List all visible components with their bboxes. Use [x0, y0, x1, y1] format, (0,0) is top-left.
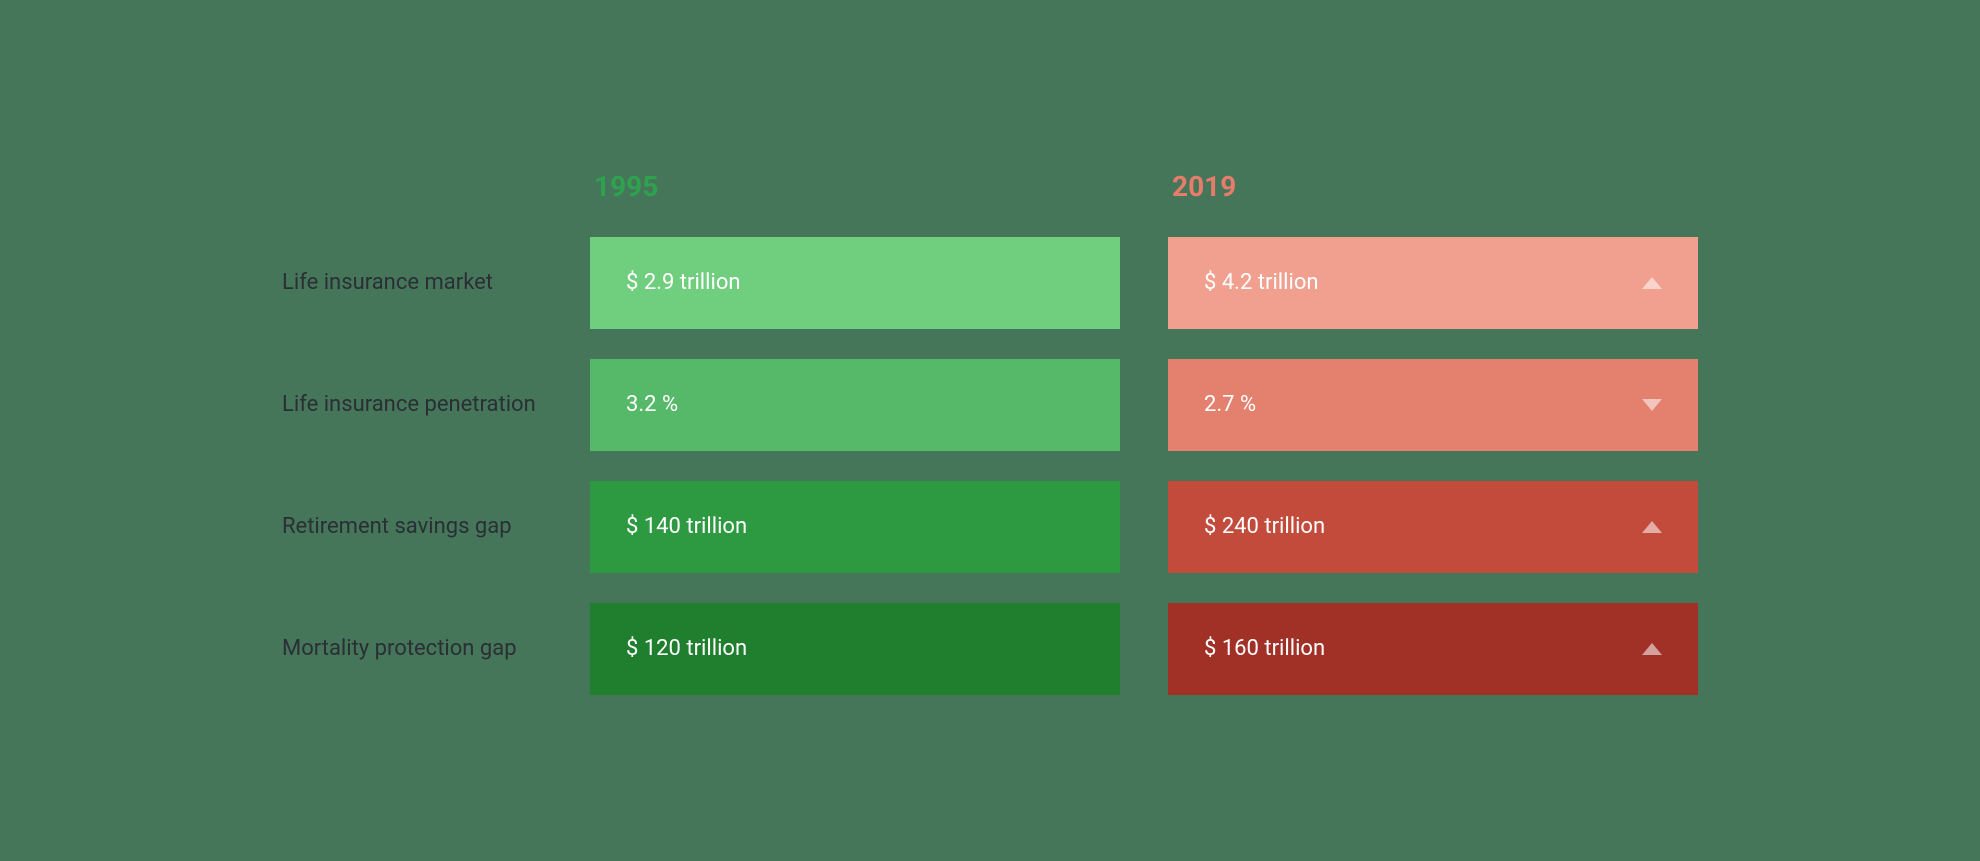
cell-value: 2.7 %: [1204, 392, 1256, 417]
row-label: Life insurance penetration: [282, 389, 542, 421]
data-cell: $ 160 trillion: [1168, 603, 1698, 695]
column-header-2019: 2019: [1168, 170, 1698, 203]
column-header-1995: 1995: [590, 170, 1120, 203]
row-label: Mortality protection gap: [282, 633, 542, 665]
row-label: Life insurance market: [282, 267, 542, 299]
trend-icon: [1642, 277, 1662, 289]
header-spacer: [282, 167, 542, 207]
row-label: Retirement savings gap: [282, 511, 542, 543]
cell-value: $ 4.2 trillion: [1204, 270, 1319, 295]
data-cell: 3.2 %: [590, 359, 1120, 451]
cell-value: $ 140 trillion: [626, 514, 747, 539]
data-cell: $ 4.2 trillion: [1168, 237, 1698, 329]
data-cell: $ 140 trillion: [590, 481, 1120, 573]
cell-value: $ 160 trillion: [1204, 636, 1325, 661]
data-cell: $ 2.9 trillion: [590, 237, 1120, 329]
data-cell: 2.7 %: [1168, 359, 1698, 451]
trend-icon: [1642, 521, 1662, 533]
trend-icon: [1642, 399, 1662, 411]
cell-value: $ 240 trillion: [1204, 514, 1325, 539]
comparison-table: 1995 2019 Life insurance market $ 2.9 tr…: [282, 167, 1698, 695]
data-cell: $ 240 trillion: [1168, 481, 1698, 573]
cell-value: 3.2 %: [626, 392, 678, 417]
data-cell: $ 120 trillion: [590, 603, 1120, 695]
trend-icon: [1642, 643, 1662, 655]
cell-value: $ 120 trillion: [626, 636, 747, 661]
cell-value: $ 2.9 trillion: [626, 270, 741, 295]
